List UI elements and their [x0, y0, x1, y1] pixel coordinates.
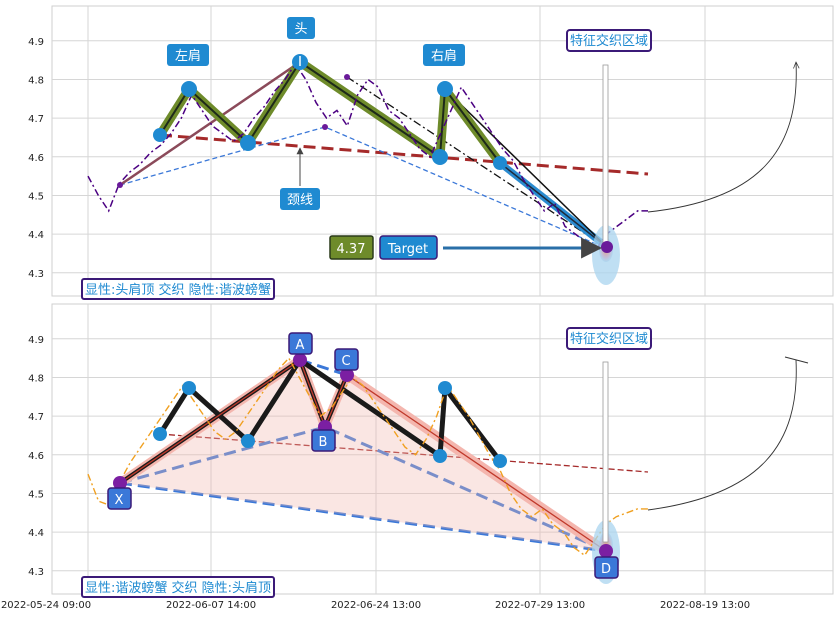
bottom-point-2 — [182, 381, 196, 395]
bottom-point-3 — [241, 434, 255, 448]
bottom-zone-vertical-bar — [602, 361, 609, 543]
bottom-y-tick-label: 4.5 — [28, 489, 44, 500]
bottom-footer-label: 显性:谐波螃蟹 交织 隐性:头肩顶 — [81, 576, 275, 598]
top-y-ticks: 4.3 4.4 4.5 4.6 4.7 4.8 4.9 — [28, 37, 44, 280]
bottom-curve-arrow — [647, 359, 797, 511]
bottom-curve-cap — [784, 356, 809, 364]
top-blue-dashed-triangle — [119, 126, 611, 251]
bottom-y-tick-label: 4.7 — [28, 412, 44, 423]
label-left-shoulder: 左肩 — [167, 44, 209, 66]
svg-text:B: B — [319, 435, 328, 450]
svg-text:右肩: 右肩 — [431, 48, 457, 64]
top-y-tick-label: 4.9 — [28, 37, 44, 48]
label-zone-bottom: 特征交织区域 — [566, 327, 652, 350]
bottom-point-1 — [153, 427, 167, 441]
bottom-blue-dashed-2 — [119, 481, 607, 553]
x-axis-ticks: 2022-05-24 09:00 2022-06-07 14:00 2022-06-… — [1, 600, 750, 611]
top-y-tick-label: 4.3 — [28, 269, 44, 280]
svg-text:Target: Target — [387, 242, 428, 257]
harmonic-point-D — [599, 544, 613, 558]
top-zone-vertical-bar — [602, 64, 609, 246]
top-y-tick-label: 4.7 — [28, 114, 44, 125]
point-small-1 — [117, 182, 123, 188]
x-tick-label: 2022-06-07 14:00 — [166, 600, 256, 611]
x-tick-label: 2022-08-19 13:00 — [660, 600, 750, 611]
svg-text:特征交织区域: 特征交织区域 — [570, 331, 648, 347]
label-neckline: 颈线 — [280, 188, 320, 210]
svg-text:头: 头 — [294, 22, 307, 37]
bottom-y-ticks: 4.3 4.4 4.5 4.6 4.7 4.8 4.9 — [28, 335, 44, 578]
point-small-2 — [322, 124, 328, 130]
svg-text:4.37: 4.37 — [337, 242, 366, 257]
bottom-point-7 — [493, 454, 507, 468]
svg-text:C: C — [341, 354, 350, 369]
bottom-point-6 — [438, 381, 452, 395]
top-rs-to-target — [444, 88, 611, 251]
svg-text:左肩: 左肩 — [175, 48, 201, 64]
label-right-shoulder: 右肩 — [423, 44, 465, 66]
svg-text:A: A — [296, 338, 305, 353]
top-y-tick-label: 4.8 — [28, 75, 44, 86]
bottom-blue-dashed — [119, 425, 607, 553]
label-target-text: Target — [379, 235, 438, 260]
top-y-tick-label: 4.5 — [28, 191, 44, 202]
point-small-3 — [344, 74, 350, 80]
label-C: C — [334, 348, 359, 371]
top-dark-extension — [499, 162, 609, 249]
point-target — [601, 241, 613, 253]
point-low2 — [432, 149, 448, 165]
svg-text:X: X — [115, 493, 124, 508]
top-curve-arrow — [647, 62, 796, 213]
label-A: A — [288, 332, 313, 355]
bottom-y-tick-label: 4.8 — [28, 373, 44, 384]
bottom-harmonic-fill — [120, 360, 606, 551]
top-price-line — [87, 62, 648, 251]
label-zone-top: 特征交织区域 — [566, 29, 652, 52]
x-tick-label: 2022-05-24 09:00 — [1, 600, 91, 611]
svg-text:颈线: 颈线 — [287, 193, 313, 208]
point-low1 — [240, 135, 256, 151]
top-y-tick-label: 4.4 — [28, 230, 44, 241]
point-left-shoulder-start — [153, 128, 167, 142]
svg-text:显性:谐波螃蟹 交织 隐性:头肩顶: 显性:谐波螃蟹 交织 隐性:头肩顶 — [85, 580, 271, 596]
svg-text:显性:头肩顶 交织 隐性:谐波螃蟹: 显性:头肩顶 交织 隐性:谐波螃蟹 — [85, 282, 271, 298]
point-left-shoulder — [181, 81, 197, 97]
svg-text:D: D — [601, 562, 611, 577]
bottom-y-tick-label: 4.4 — [28, 528, 44, 539]
x-tick-label: 2022-06-24 13:00 — [331, 600, 421, 611]
bottom-grid — [52, 304, 833, 594]
harmonic-point-C — [340, 368, 354, 382]
bottom-y-tick-label: 4.9 — [28, 335, 44, 346]
x-tick-label: 2022-07-29 13:00 — [495, 600, 585, 611]
label-X: X — [107, 487, 132, 510]
label-head: 头 — [287, 17, 315, 39]
top-black-dashdot — [346, 76, 611, 251]
harmonic-point-A — [293, 353, 307, 367]
label-D: D — [594, 556, 619, 579]
label-target-value: 4.37 — [329, 235, 374, 260]
bottom-point-5 — [433, 449, 447, 463]
point-end — [493, 156, 507, 170]
label-B: B — [311, 429, 336, 452]
bottom-y-tick-label: 4.3 — [28, 567, 44, 578]
top-footer-label: 显性:头肩顶 交织 隐性:谐波螃蟹 — [81, 278, 275, 300]
top-panel: 4.3 4.4 4.5 4.6 4.7 4.8 4.9 — [28, 5, 834, 300]
svg-text:特征交织区域: 特征交织区域 — [570, 33, 648, 49]
bottom-price-line — [87, 356, 648, 557]
harmonic-point-X — [113, 476, 127, 490]
point-right-shoulder — [437, 81, 453, 97]
top-y-tick-label: 4.6 — [28, 153, 44, 164]
bottom-panel: 4.3 4.4 4.5 4.6 4.7 4.8 4.9 X A — [28, 303, 834, 598]
bottom-y-tick-label: 4.6 — [28, 451, 44, 462]
